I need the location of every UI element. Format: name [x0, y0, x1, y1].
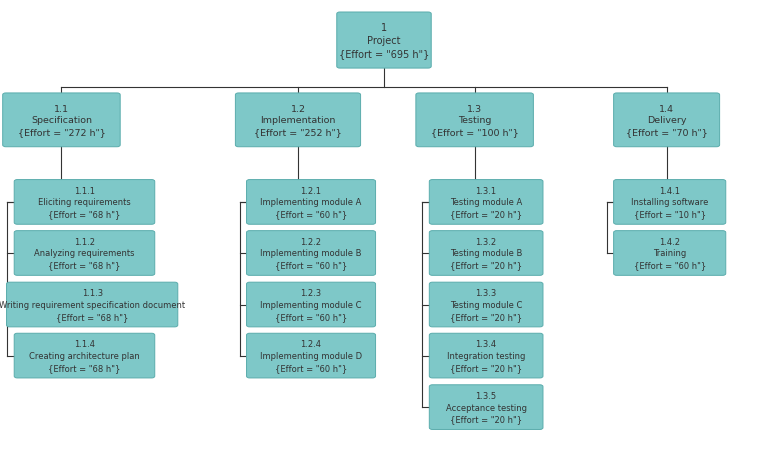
Text: 1.2.3
Implementing module C
{Effort = "60 h"}: 1.2.3 Implementing module C {Effort = "6… — [260, 288, 362, 321]
Text: 1.4.1
Installing software
{Effort = "10 h"}: 1.4.1 Installing software {Effort = "10 … — [631, 186, 708, 219]
FancyBboxPatch shape — [15, 231, 155, 276]
FancyBboxPatch shape — [336, 13, 431, 69]
FancyBboxPatch shape — [247, 180, 376, 225]
Text: 1.1.2
Analyzing requirements
{Effort = "68 h"}: 1.1.2 Analyzing requirements {Effort = "… — [35, 237, 134, 270]
Text: 1.1.3
Writing requirement specification document
{Effort = "68 h"}: 1.1.3 Writing requirement specification … — [0, 288, 185, 321]
FancyBboxPatch shape — [429, 334, 543, 378]
Text: 1.3.5
Acceptance testing
{Effort = "20 h"}: 1.3.5 Acceptance testing {Effort = "20 h… — [445, 391, 527, 424]
FancyBboxPatch shape — [6, 283, 177, 327]
Text: 1.4.2
Training
{Effort = "60 h"}: 1.4.2 Training {Effort = "60 h"} — [634, 237, 706, 270]
Text: 1.1.1
Eliciting requirements
{Effort = "68 h"}: 1.1.1 Eliciting requirements {Effort = "… — [38, 186, 131, 219]
FancyBboxPatch shape — [614, 231, 726, 276]
FancyBboxPatch shape — [247, 334, 376, 378]
Text: 1
Project
{Effort = "695 h"}: 1 Project {Effort = "695 h"} — [339, 23, 429, 59]
Text: 1.3.3
Testing module C
{Effort = "20 h"}: 1.3.3 Testing module C {Effort = "20 h"} — [450, 288, 522, 321]
Text: 1.2.4
Implementing module D
{Effort = "60 h"}: 1.2.4 Implementing module D {Effort = "6… — [260, 339, 362, 372]
FancyBboxPatch shape — [247, 231, 376, 276]
FancyBboxPatch shape — [429, 180, 543, 225]
FancyBboxPatch shape — [3, 94, 120, 147]
Text: 1.2
Implementation
{Effort = "252 h"}: 1.2 Implementation {Effort = "252 h"} — [254, 104, 342, 137]
Text: 1.4
Delivery
{Effort = "70 h"}: 1.4 Delivery {Effort = "70 h"} — [626, 104, 707, 137]
FancyBboxPatch shape — [429, 231, 543, 276]
Text: 1.2.2
Implementing module B
{Effort = "60 h"}: 1.2.2 Implementing module B {Effort = "6… — [260, 237, 362, 270]
FancyBboxPatch shape — [429, 283, 543, 327]
FancyBboxPatch shape — [235, 94, 361, 147]
Text: 1.1.4
Creating architecture plan
{Effort = "68 h"}: 1.1.4 Creating architecture plan {Effort… — [29, 339, 140, 372]
FancyBboxPatch shape — [15, 180, 155, 225]
FancyBboxPatch shape — [415, 94, 533, 147]
Text: 1.3.2
Testing module B
{Effort = "20 h"}: 1.3.2 Testing module B {Effort = "20 h"} — [450, 237, 522, 270]
Text: 1.3.1
Testing module A
{Effort = "20 h"}: 1.3.1 Testing module A {Effort = "20 h"} — [450, 186, 522, 219]
Text: 1.3.4
Integration testing
{Effort = "20 h"}: 1.3.4 Integration testing {Effort = "20 … — [447, 339, 525, 372]
Text: 1.3
Testing
{Effort = "100 h"}: 1.3 Testing {Effort = "100 h"} — [431, 104, 518, 137]
FancyBboxPatch shape — [614, 180, 726, 225]
FancyBboxPatch shape — [429, 385, 543, 430]
Text: 1.2.1
Implementing module A
{Effort = "60 h"}: 1.2.1 Implementing module A {Effort = "6… — [260, 186, 362, 219]
FancyBboxPatch shape — [247, 283, 376, 327]
Text: 1.1
Specification
{Effort = "272 h"}: 1.1 Specification {Effort = "272 h"} — [18, 104, 105, 137]
FancyBboxPatch shape — [614, 94, 720, 147]
FancyBboxPatch shape — [15, 334, 155, 378]
